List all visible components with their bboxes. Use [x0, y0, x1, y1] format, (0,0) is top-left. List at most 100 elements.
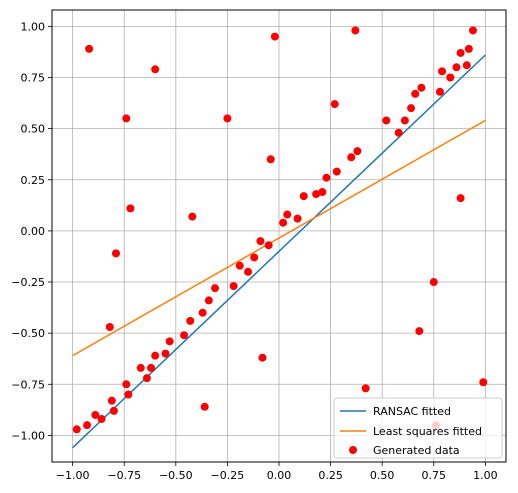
- data-point: [258, 353, 267, 362]
- data-point: [107, 396, 116, 405]
- data-point: [464, 44, 473, 53]
- data-point: [479, 378, 488, 387]
- data-point: [351, 26, 360, 35]
- data-point: [468, 26, 477, 35]
- data-point: [223, 114, 232, 123]
- x-tick-label: 1.00: [473, 469, 498, 482]
- data-point: [456, 194, 465, 203]
- data-point: [151, 65, 160, 74]
- data-point: [211, 284, 220, 293]
- data-point: [293, 214, 302, 223]
- data-point: [165, 337, 174, 346]
- y-tick-label: −0.75: [11, 378, 45, 391]
- data-point: [229, 282, 238, 291]
- y-tick-label: −0.50: [11, 327, 45, 340]
- data-point: [122, 114, 131, 123]
- data-point: [124, 390, 133, 399]
- data-point: [105, 323, 114, 332]
- data-point: [400, 116, 409, 125]
- data-point: [283, 210, 292, 219]
- data-point: [462, 61, 471, 70]
- data-point: [312, 190, 321, 199]
- data-point: [122, 380, 131, 389]
- data-point: [235, 261, 244, 270]
- data-point: [250, 253, 259, 262]
- data-point: [411, 89, 420, 98]
- grid: [52, 10, 506, 462]
- data-point: [382, 116, 391, 125]
- data-point: [456, 48, 465, 57]
- data-point: [161, 349, 170, 358]
- data-point: [415, 327, 424, 336]
- data-point: [407, 104, 416, 113]
- data-point: [417, 83, 426, 92]
- data-point: [394, 128, 403, 137]
- y-tick-label: 1.00: [21, 20, 46, 33]
- data-point: [72, 425, 81, 434]
- data-point: [446, 73, 455, 82]
- x-tick-label: 0.75: [422, 469, 447, 482]
- data-point: [198, 308, 207, 317]
- legend-data-swatch: [349, 446, 357, 454]
- x-tick-label: 0.00: [267, 469, 292, 482]
- data-points: [72, 26, 488, 434]
- data-point: [332, 167, 341, 176]
- data-point: [109, 406, 118, 415]
- data-point: [180, 331, 189, 340]
- data-point: [266, 155, 275, 164]
- legend-ransac-label: RANSAC fitted: [373, 405, 451, 418]
- data-point: [452, 63, 461, 72]
- data-point: [147, 363, 156, 372]
- data-point: [318, 188, 327, 197]
- data-point: [347, 153, 356, 162]
- data-point: [353, 147, 362, 156]
- data-point: [279, 218, 288, 227]
- data-point: [330, 100, 339, 109]
- y-axis: −1.00 −0.75 −0.50 −0.25 0.00 0.25 0.50 0.75 1.00: [11, 20, 52, 442]
- legend: RANSAC fitted Least squares fitted Gener…: [333, 397, 503, 459]
- y-tick-label: 0.50: [21, 123, 46, 136]
- fit-line: [72, 119, 486, 357]
- data-point: [188, 212, 197, 221]
- data-point: [361, 384, 370, 393]
- fit-line: [72, 54, 486, 449]
- data-point: [151, 351, 160, 360]
- data-point: [97, 415, 106, 424]
- x-tick-label: −0.75: [107, 469, 141, 482]
- data-point: [142, 374, 151, 383]
- y-tick-label: −0.25: [11, 276, 45, 289]
- data-point: [264, 241, 273, 250]
- legend-least-squares-label: Least squares fitted: [373, 425, 482, 438]
- legend-box: [333, 397, 503, 459]
- y-tick-label: −1.00: [11, 429, 45, 442]
- data-point: [256, 237, 265, 246]
- fit-lines: [72, 54, 486, 449]
- x-tick-label: −0.25: [211, 469, 245, 482]
- data-point: [83, 421, 92, 430]
- data-point: [244, 267, 253, 276]
- data-point: [136, 363, 145, 372]
- y-tick-label: 0.75: [21, 71, 46, 84]
- data-point: [111, 249, 120, 258]
- data-point: [322, 173, 331, 182]
- data-point: [91, 410, 100, 419]
- x-tick-label: −0.50: [159, 469, 193, 482]
- data-point: [186, 316, 195, 325]
- data-point: [435, 87, 444, 96]
- data-point: [200, 402, 209, 411]
- data-point: [126, 204, 135, 213]
- y-tick-label: 0.00: [21, 225, 46, 238]
- x-tick-label: 0.50: [370, 469, 395, 482]
- legend-data-label: Generated data: [373, 444, 460, 457]
- x-tick-label: 0.25: [318, 469, 343, 482]
- y-tick-label: 0.25: [21, 174, 46, 187]
- x-axis: −1.00 −0.75 −0.50 −0.25 0.00 0.25 0.50 0.75 1.00: [56, 462, 498, 482]
- data-point: [270, 32, 279, 41]
- data-point: [204, 296, 213, 305]
- data-point: [438, 67, 447, 76]
- data-point: [429, 278, 438, 287]
- data-point: [299, 192, 308, 201]
- x-tick-label: −1.00: [56, 469, 90, 482]
- data-point: [85, 44, 94, 53]
